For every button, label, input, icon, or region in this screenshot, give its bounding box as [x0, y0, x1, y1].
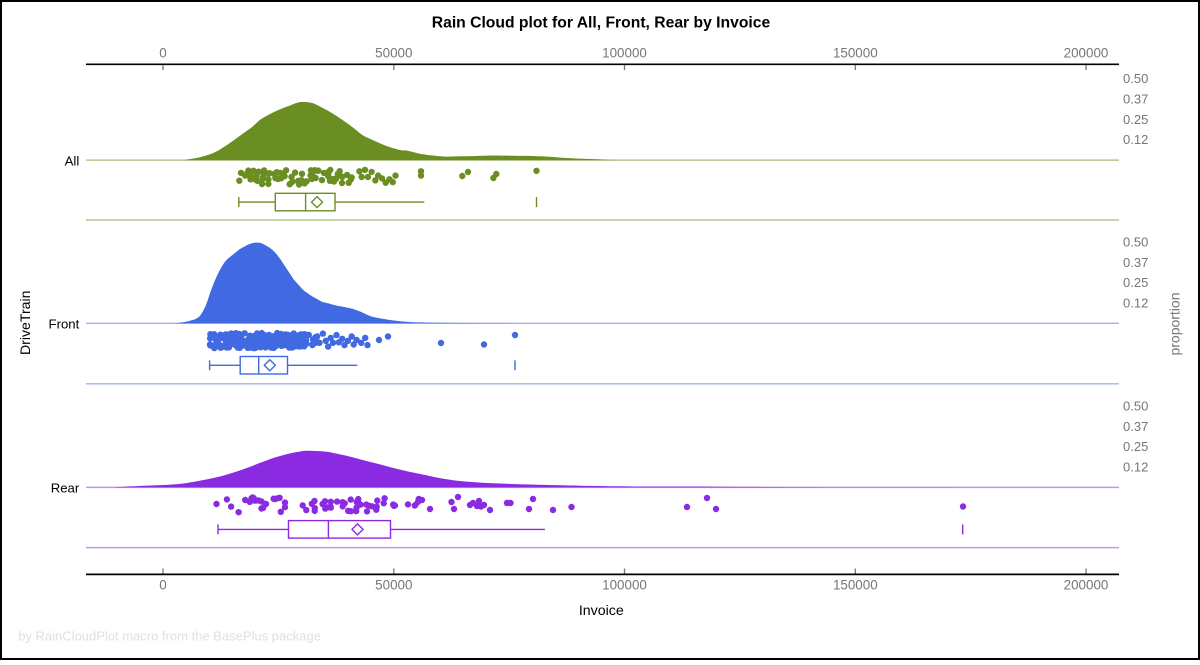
svg-text:0.37: 0.37	[1123, 419, 1148, 434]
svg-text:50000: 50000	[375, 578, 412, 593]
svg-text:150000: 150000	[833, 46, 878, 61]
svg-text:0.12: 0.12	[1123, 132, 1148, 147]
svg-text:0.12: 0.12	[1123, 460, 1148, 475]
svg-text:0.37: 0.37	[1123, 255, 1148, 270]
svg-text:100000: 100000	[602, 46, 647, 61]
svg-text:50000: 50000	[375, 46, 412, 61]
svg-text:100000: 100000	[602, 578, 647, 593]
svg-text:proportion: proportion	[1166, 292, 1182, 355]
svg-text:200000: 200000	[1064, 46, 1109, 61]
svg-text:200000: 200000	[1064, 578, 1109, 593]
svg-text:0.12: 0.12	[1123, 295, 1148, 310]
svg-text:Invoice: Invoice	[579, 603, 624, 619]
svg-text:All: All	[65, 153, 80, 168]
svg-text:0.25: 0.25	[1123, 439, 1148, 454]
svg-text:0.50: 0.50	[1123, 399, 1148, 414]
svg-text:DriveTrain: DriveTrain	[17, 291, 33, 355]
svg-text:by RainCloudPlot macro from th: by RainCloudPlot macro from the BasePlus…	[18, 628, 321, 643]
svg-text:0.37: 0.37	[1123, 92, 1148, 107]
svg-text:150000: 150000	[833, 578, 878, 593]
svg-text:Rear: Rear	[51, 481, 80, 496]
svg-text:0.50: 0.50	[1123, 71, 1148, 86]
svg-text:0: 0	[159, 578, 166, 593]
svg-text:0.25: 0.25	[1123, 275, 1148, 290]
svg-text:Front: Front	[49, 317, 80, 332]
svg-text:0.50: 0.50	[1123, 234, 1148, 249]
svg-text:0: 0	[159, 46, 166, 61]
svg-text:0.25: 0.25	[1123, 112, 1148, 127]
svg-text:Rain Cloud plot for All, Front: Rain Cloud plot for All, Front, Rear by …	[432, 15, 771, 32]
